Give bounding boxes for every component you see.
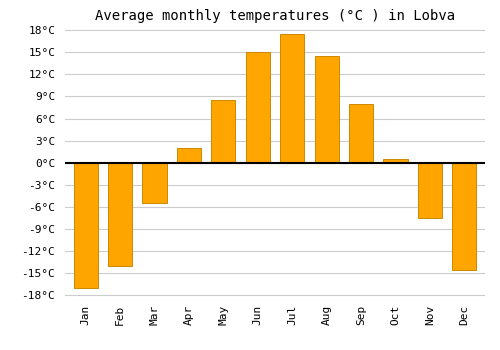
- Title: Average monthly temperatures (°C ) in Lobva: Average monthly temperatures (°C ) in Lo…: [95, 9, 455, 23]
- Bar: [349, 104, 373, 163]
- Bar: [314, 56, 338, 163]
- Bar: [418, 163, 442, 218]
- Bar: [212, 100, 236, 163]
- Bar: [452, 163, 476, 270]
- Bar: [280, 34, 304, 163]
- Bar: [246, 52, 270, 163]
- Bar: [74, 163, 98, 288]
- Bar: [384, 159, 407, 163]
- Bar: [108, 163, 132, 266]
- Bar: [177, 148, 201, 163]
- Bar: [142, 163, 167, 203]
